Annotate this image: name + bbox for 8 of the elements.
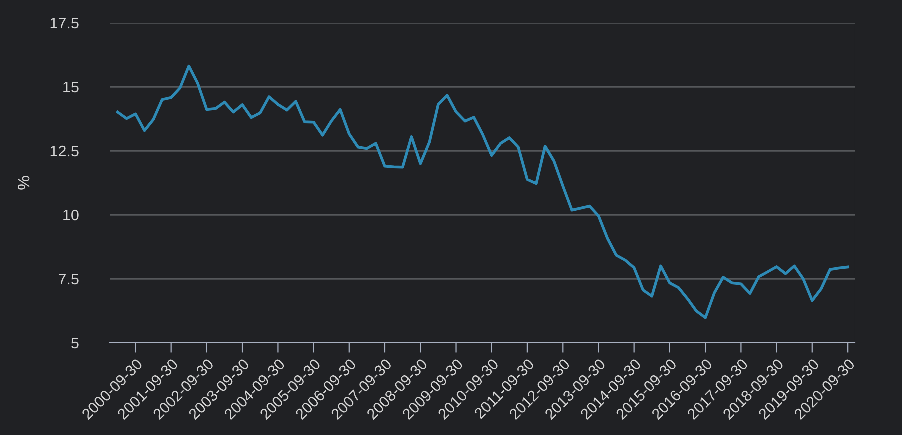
y-tick-label: 5 (72, 338, 79, 349)
y-tick-label: 10 (64, 210, 79, 221)
y-tick-label: 15 (64, 82, 79, 93)
y-tick-label: 12.5 (50, 146, 79, 157)
y-tick-label: 7.5 (58, 274, 79, 285)
line-series (116, 64, 850, 320)
y-tick-label: 17.5 (50, 18, 79, 29)
y-axis-title: % (18, 176, 30, 190)
